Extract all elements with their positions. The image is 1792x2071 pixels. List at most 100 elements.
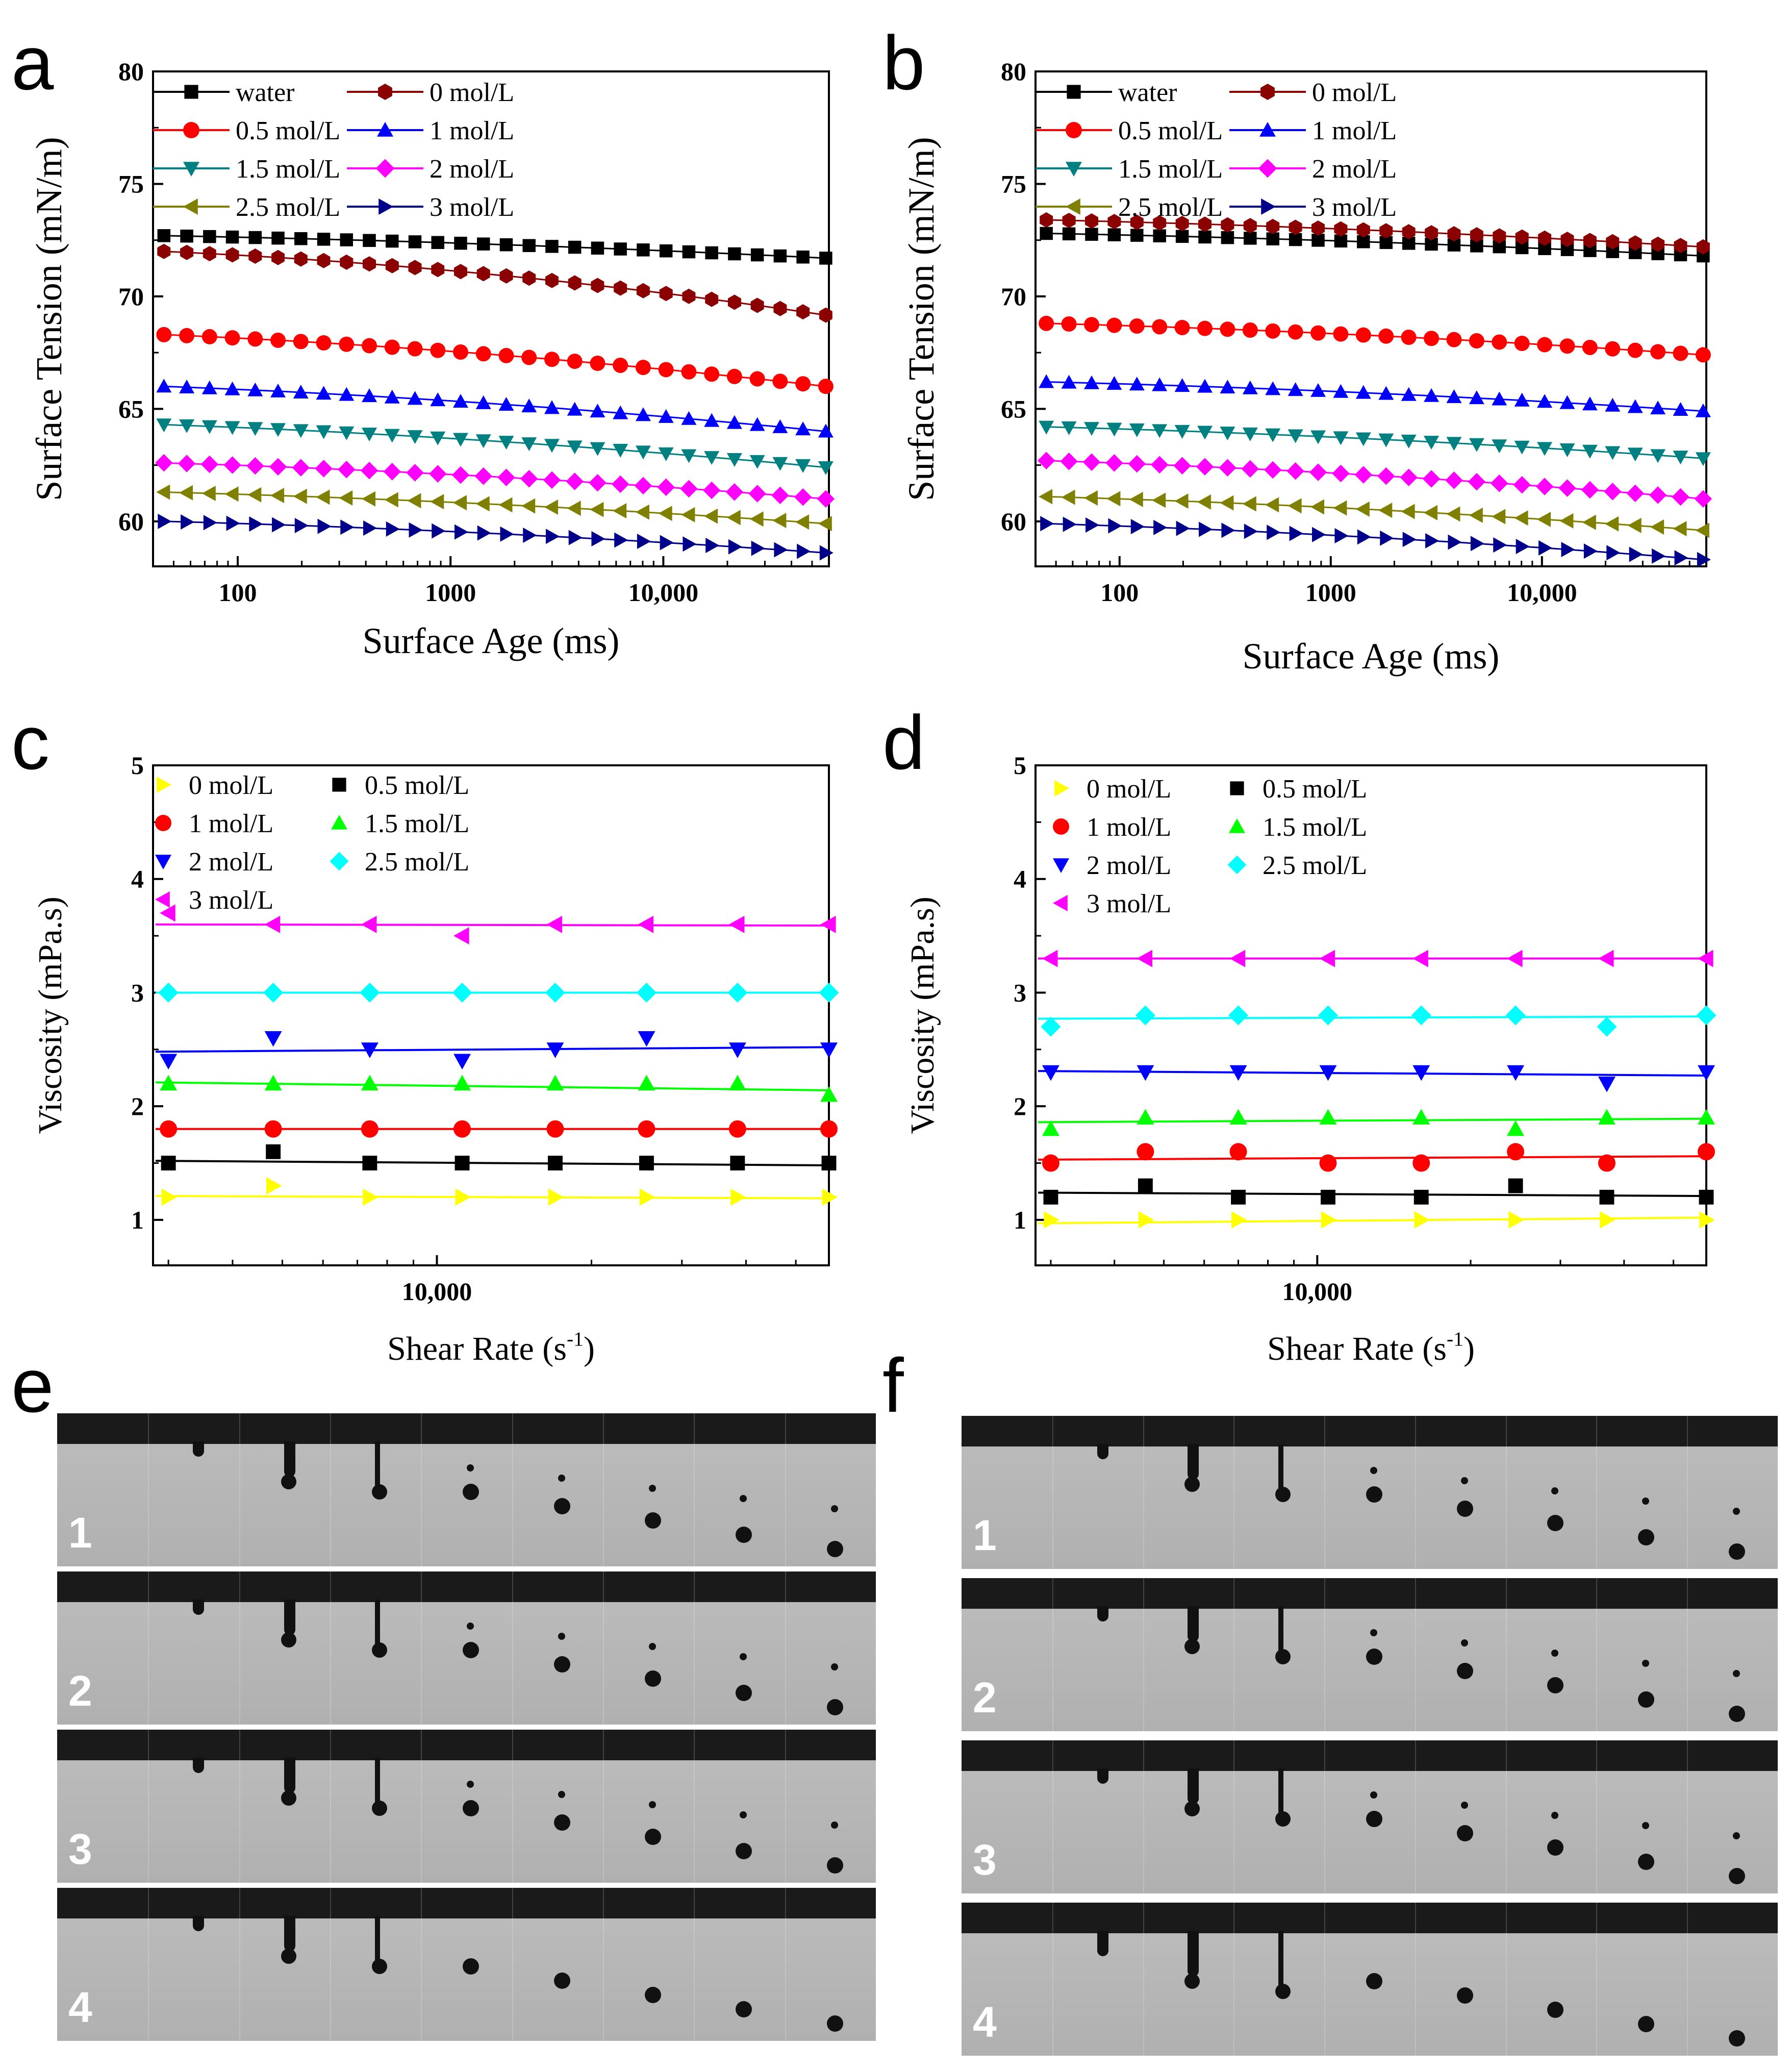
- data-point: [1198, 216, 1212, 232]
- legend-marker: [332, 778, 346, 792]
- strip-row-number: 4: [68, 1983, 92, 2031]
- data-point: [728, 915, 745, 933]
- data-point: [224, 381, 240, 395]
- data-point: [730, 1188, 746, 1206]
- data-point: [568, 275, 582, 291]
- satellite-droplet: [467, 1464, 474, 1471]
- data-point: [796, 251, 810, 264]
- legend: water 0 mol/L 0.5 mol/L 1 mol/L 1.5 mol/L 2 m…: [1036, 78, 1397, 222]
- data-point: [750, 297, 764, 313]
- data-point: [247, 331, 263, 347]
- chart-c: 1 2 3 4 5 10,000 Viscosity (mPa.s) Shear Rate (…: [32, 751, 839, 1367]
- droplet: [463, 1642, 479, 1658]
- data-point: [1286, 462, 1304, 480]
- data-point: [383, 463, 401, 481]
- data-point: [1605, 397, 1621, 412]
- frame-divider: [1415, 1903, 1416, 2056]
- x-tick-label: 100: [1100, 578, 1139, 607]
- panel-label-e: e: [11, 1342, 54, 1428]
- data-point: [727, 982, 748, 1003]
- series-1-mol-l: [156, 379, 834, 438]
- data-point: [1229, 950, 1246, 967]
- data-point: [1469, 438, 1484, 452]
- data-point: [1319, 950, 1335, 967]
- data-point: [544, 400, 560, 414]
- data-point: [264, 1031, 282, 1047]
- data-point: [272, 517, 286, 533]
- data-point: [818, 423, 834, 438]
- data-point: [637, 533, 651, 549]
- data-point: [1150, 456, 1169, 474]
- data-point: [1039, 374, 1054, 388]
- series-2-5-mol-l: [1039, 489, 1709, 538]
- droplet: [1729, 1543, 1745, 1560]
- data-point: [819, 545, 834, 561]
- data-point: [453, 1075, 471, 1091]
- data-point: [451, 466, 470, 484]
- fit-line: [155, 1160, 829, 1166]
- satellite-droplet: [467, 1781, 474, 1788]
- data-point: [1138, 1178, 1153, 1193]
- y-tick-label: 70: [1001, 282, 1026, 311]
- droplet: [553, 1814, 570, 1831]
- data-point: [430, 431, 446, 445]
- y-tick-label: 80: [1001, 57, 1026, 86]
- droplet: [1275, 1649, 1291, 1664]
- x-axis-label: Shear Rate (s-1): [387, 1328, 595, 1367]
- data-point: [1514, 440, 1530, 455]
- panel-label-d: d: [882, 700, 925, 785]
- data-point: [1402, 224, 1416, 240]
- nozzle-plate: [57, 1413, 876, 1444]
- data-point: [1379, 223, 1393, 239]
- data-point: [1469, 507, 1483, 523]
- data-point: [180, 229, 193, 243]
- legend-marker: [1259, 122, 1276, 137]
- data-point: [1673, 521, 1687, 537]
- data-point: [1505, 1005, 1526, 1026]
- data-point: [1628, 235, 1642, 251]
- data-point: [452, 982, 472, 1003]
- data-point: [726, 510, 741, 526]
- data-point: [317, 253, 331, 268]
- data-point: [544, 439, 560, 453]
- frame-divider: [694, 1571, 695, 1725]
- legend-label: 3 mol/L: [189, 886, 273, 915]
- data-point: [1605, 516, 1619, 532]
- frame-divider: [1415, 1416, 1416, 1569]
- data-point: [521, 437, 537, 452]
- data-point: [1044, 1211, 1059, 1229]
- data-point: [500, 526, 514, 542]
- data-point: [657, 478, 675, 496]
- data-point: [1492, 334, 1507, 350]
- data-point: [430, 494, 444, 510]
- data-point: [1241, 460, 1259, 478]
- data-point: [1266, 218, 1280, 234]
- data-point: [1106, 317, 1122, 333]
- satellite-droplet: [649, 1485, 657, 1492]
- data-point: [566, 472, 584, 490]
- data-point: [1537, 512, 1551, 528]
- data-point: [1152, 319, 1168, 335]
- x-tick-label: 10,000: [628, 578, 699, 607]
- frame-divider: [421, 1413, 422, 1566]
- data-point: [797, 543, 811, 559]
- droplet-ligament: [1097, 1768, 1108, 1784]
- data-point: [819, 982, 839, 1003]
- data-point: [1152, 424, 1168, 438]
- data-point: [1558, 479, 1576, 497]
- satellite-droplet: [649, 1801, 657, 1808]
- satellite-droplet: [467, 1623, 474, 1630]
- data-point: [750, 248, 764, 262]
- data-point: [1264, 461, 1282, 479]
- droplet: [736, 2001, 752, 2017]
- droplet-ligament: [375, 1758, 381, 1804]
- data-point: [1699, 1211, 1715, 1229]
- data-point: [158, 982, 179, 1003]
- data-point: [1468, 473, 1486, 491]
- data-point: [247, 422, 263, 436]
- data-point: [294, 232, 308, 245]
- data-point: [1673, 402, 1688, 416]
- legend-marker: [183, 198, 198, 215]
- data-point: [407, 493, 421, 509]
- satellite-droplet: [1642, 1498, 1650, 1505]
